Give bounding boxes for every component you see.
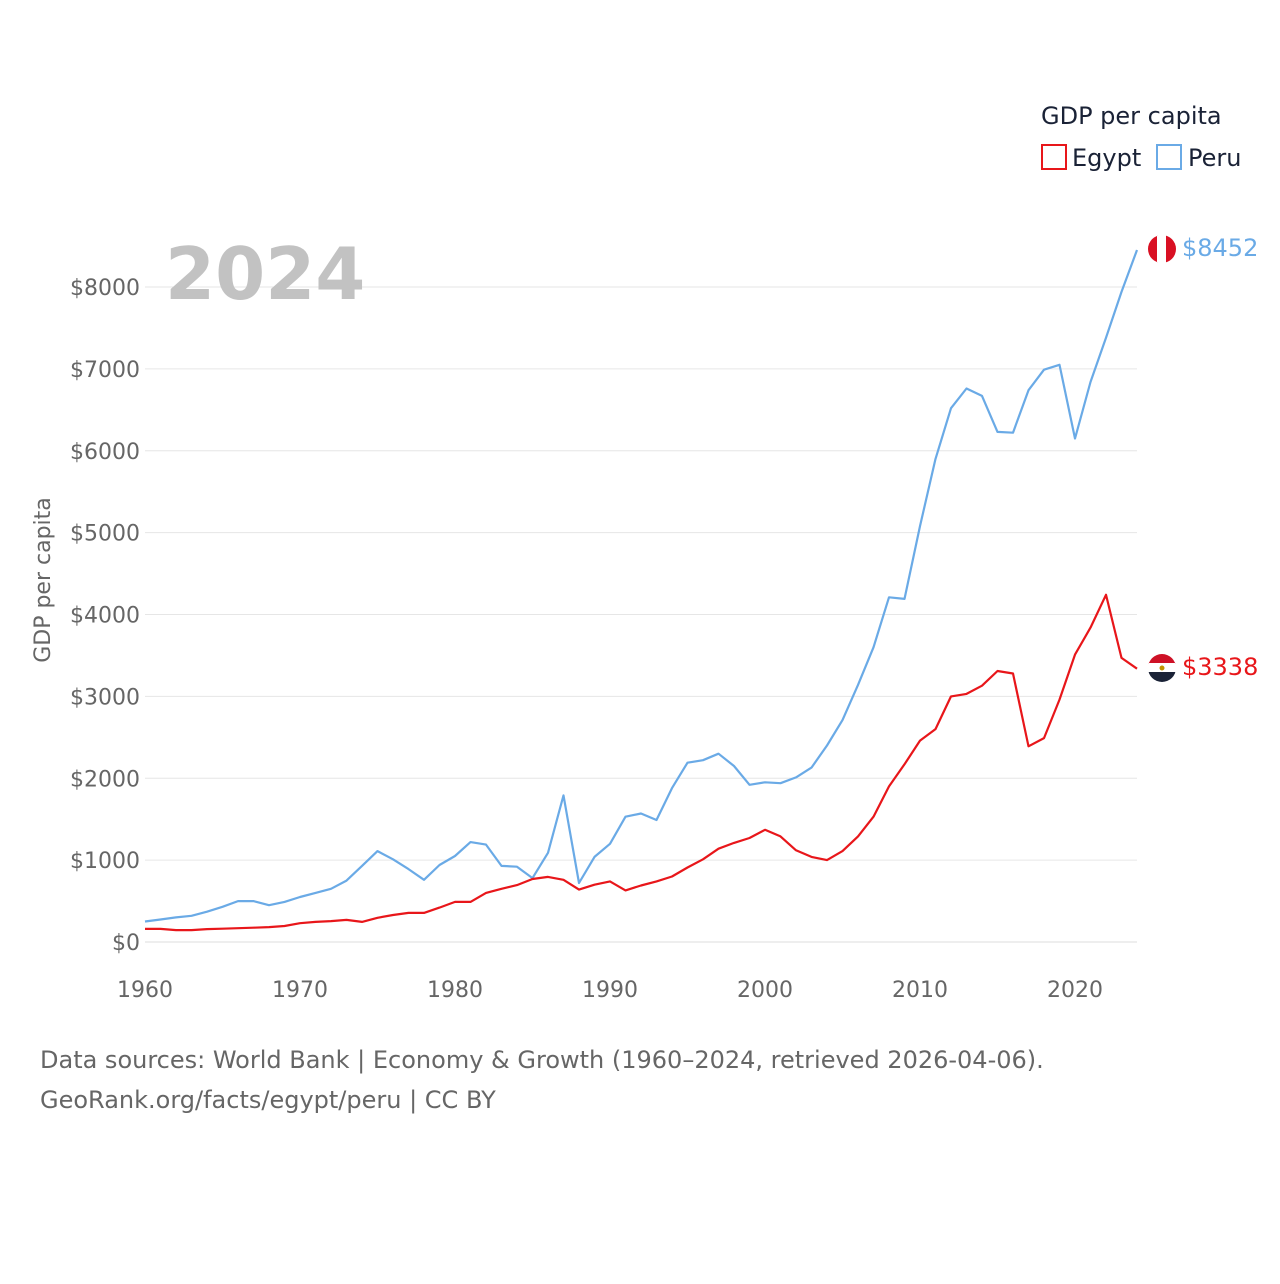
x-tick-label: 1970 <box>272 978 328 1003</box>
egypt-end-label: $3338 <box>1182 653 1258 681</box>
y-tick-label: $8000 <box>70 276 140 301</box>
legend[interactable]: GDP per capita Egypt Peru <box>1041 102 1241 172</box>
egypt-flag-icon <box>1148 654 1176 682</box>
footer: Data sources: World Bank | Economy & Gro… <box>40 1040 1044 1120</box>
peru-flag-icon <box>1148 235 1176 263</box>
year-watermark: 2024 <box>165 232 365 316</box>
legend-swatch-egypt <box>1041 144 1067 170</box>
y-tick-label: $7000 <box>70 358 140 383</box>
y-tick-label: $6000 <box>70 440 140 465</box>
y-axis-label: GDP per capita <box>31 497 56 663</box>
gridlines <box>145 286 1137 943</box>
x-tick-label: 2020 <box>1047 978 1103 1003</box>
x-tick-label: 1990 <box>582 978 638 1003</box>
x-axis-ticks: 1960 1970 1980 1990 2000 2010 2020 <box>117 978 1103 1003</box>
x-tick-label: 1980 <box>427 978 483 1003</box>
peru-end-label: $8452 <box>1182 234 1258 262</box>
y-tick-label: $3000 <box>70 685 140 710</box>
series-line-peru <box>144 249 1139 923</box>
legend-label-egypt: Egypt <box>1072 144 1141 172</box>
series-lines <box>144 249 1139 932</box>
series-line-egypt <box>145 593 1138 932</box>
y-tick-label: $4000 <box>70 604 140 629</box>
y-tick-label: $5000 <box>70 522 140 547</box>
legend-title: GDP per capita <box>1041 102 1222 130</box>
y-axis-ticks: $0 $1000 $2000 $3000 $4000 $5000 $6000 $7000 $80… <box>70 276 140 956</box>
y-tick-label: $2000 <box>70 767 140 792</box>
x-tick-label: 2000 <box>737 978 793 1003</box>
legend-label-peru: Peru <box>1188 144 1241 172</box>
x-tick-label: 2010 <box>892 978 948 1003</box>
attribution-link[interactable]: GeoRank.org/facts/egypt/peru | CC BY <box>40 1086 496 1114</box>
x-tick-label: 1960 <box>117 978 173 1003</box>
legend-swatch-peru <box>1156 144 1182 170</box>
y-tick-label: $0 <box>112 931 140 956</box>
data-sources-text: Data sources: World Bank | Economy & Gro… <box>40 1046 1044 1074</box>
y-tick-label: $1000 <box>70 849 140 874</box>
